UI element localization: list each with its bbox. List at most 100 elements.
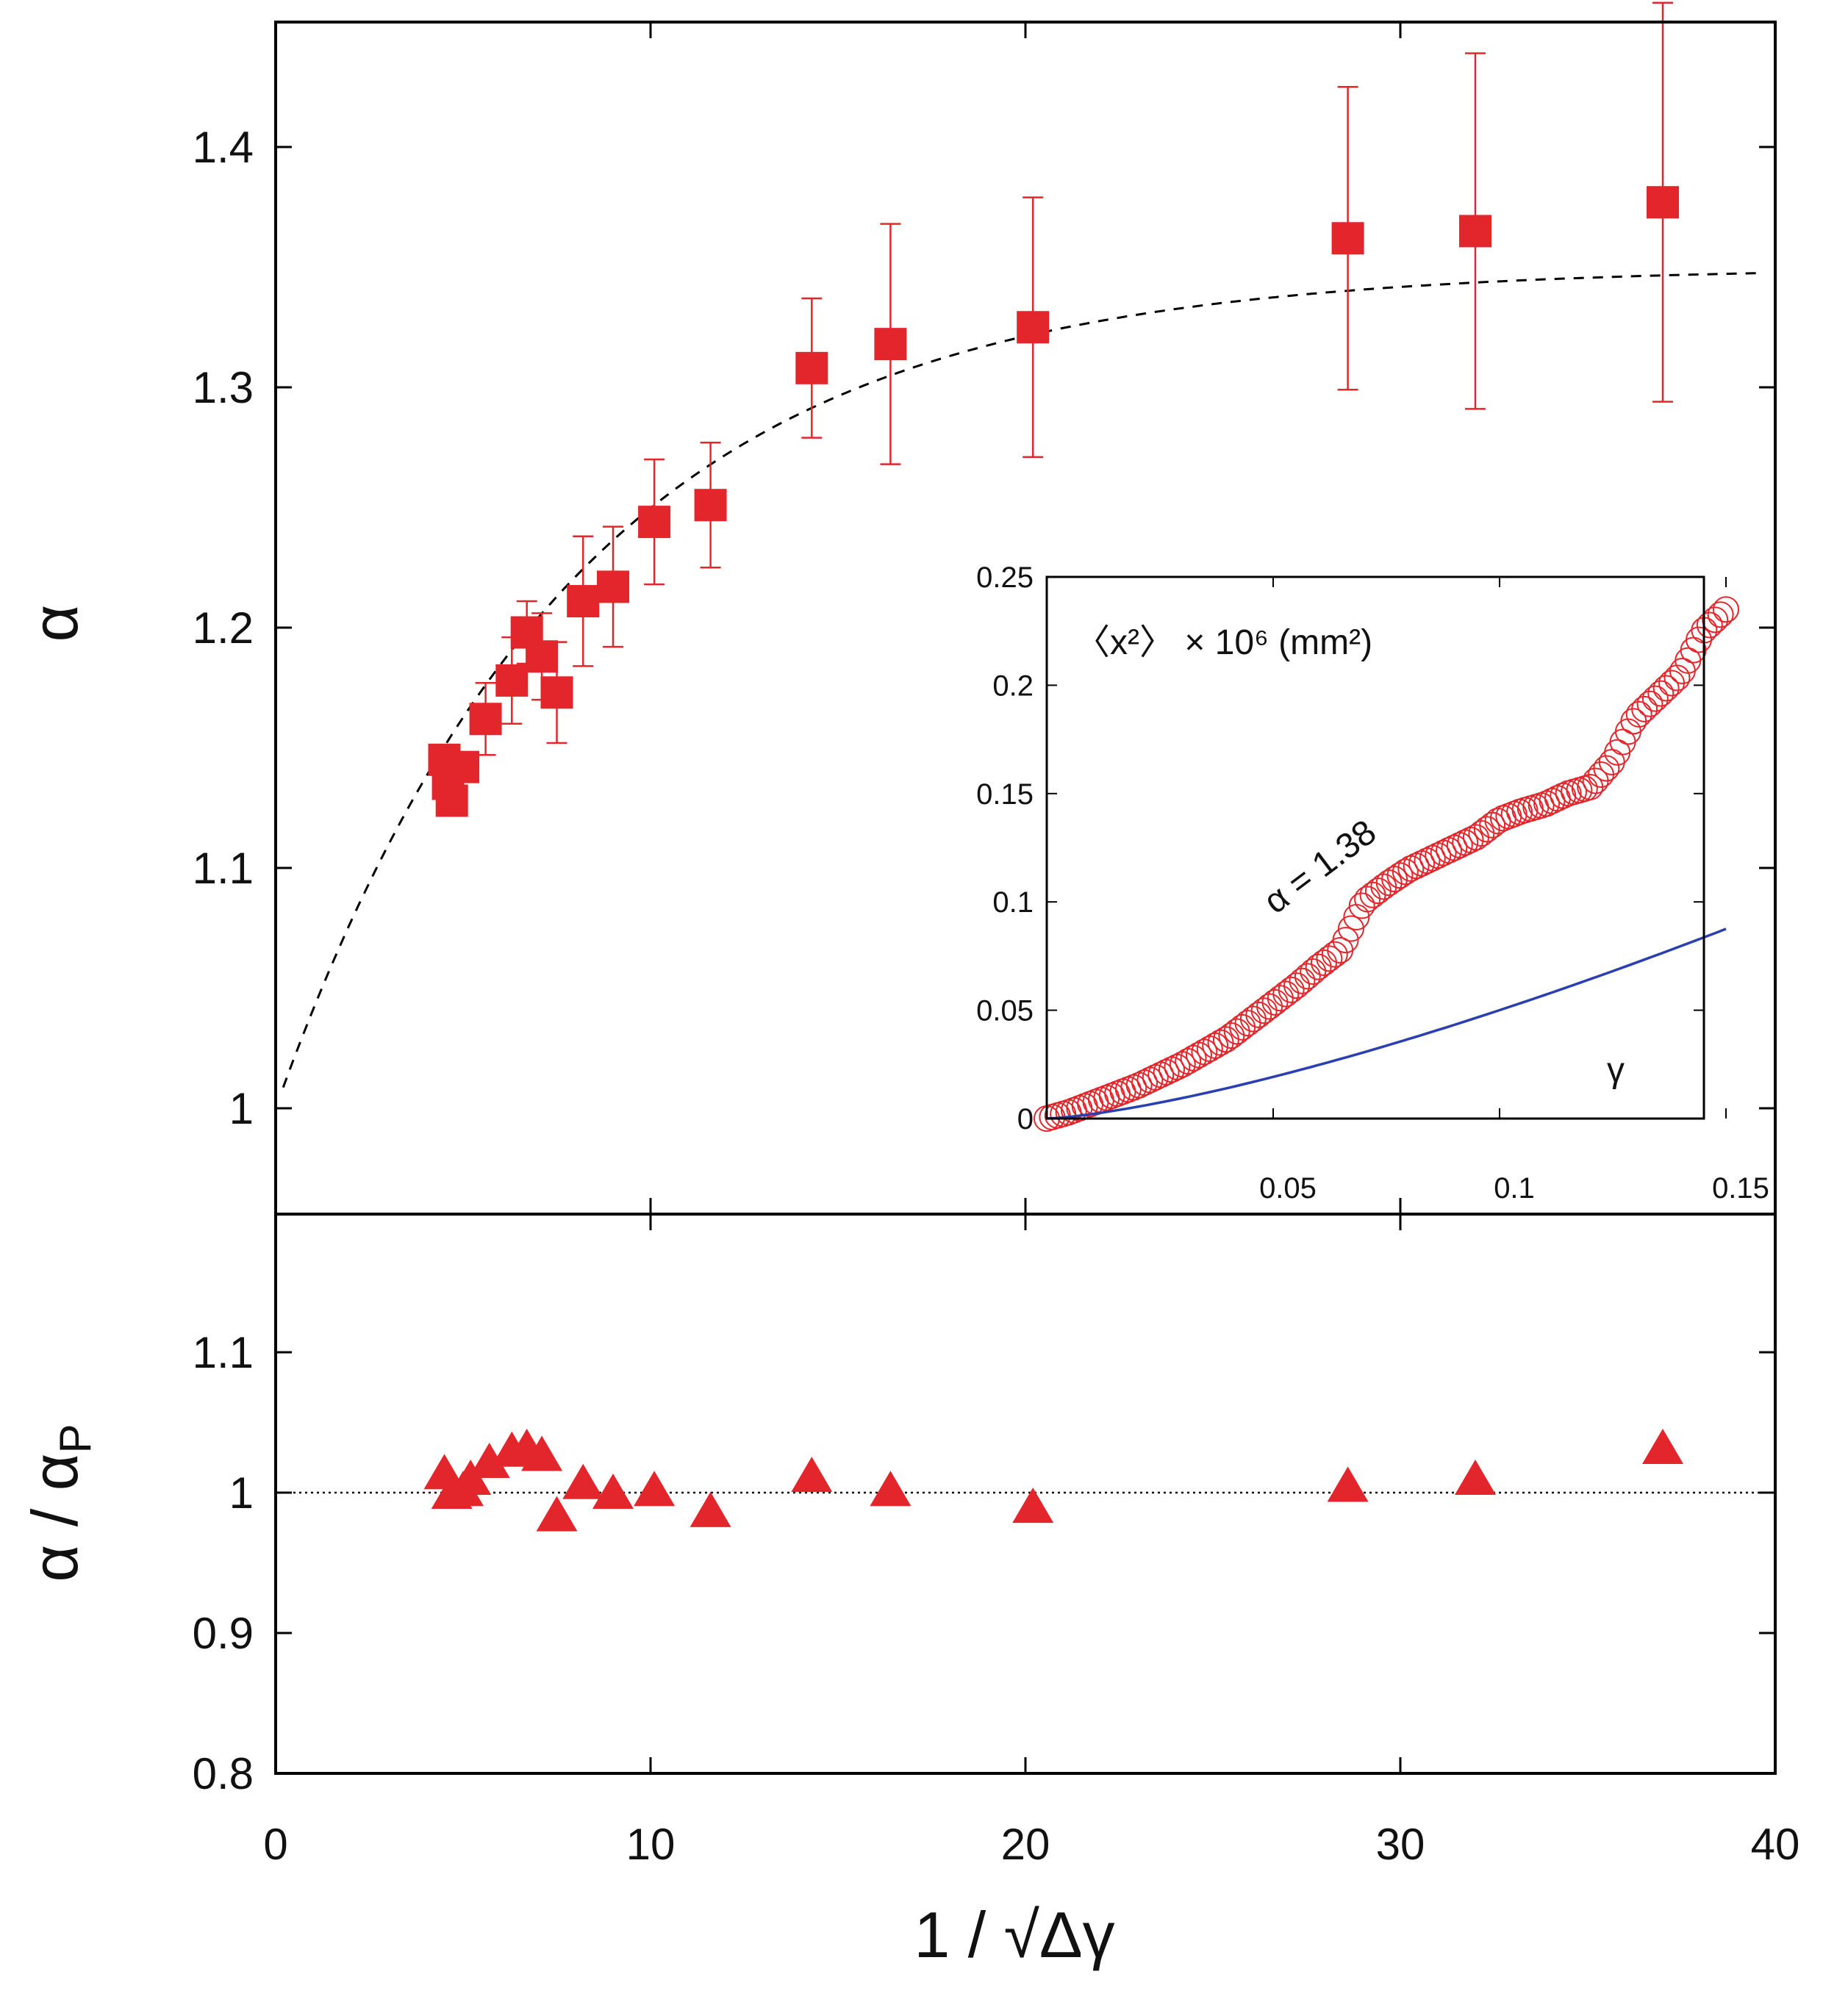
top-y-axis-title: α [18, 605, 91, 642]
bottom-y-axis-title-subscript: P [51, 1424, 100, 1453]
bottom-x-tick-labels: 0 10 20 30 40 [263, 1820, 1799, 1869]
inset-circle-point [1500, 800, 1528, 828]
inset-y-tick-label: 0.2 [992, 670, 1034, 702]
bottom-triangle-point [562, 1463, 604, 1499]
inset-circle-point [1114, 1076, 1142, 1103]
x-axis-title: 1 / √Δγ [914, 1898, 1114, 1971]
bottom-panel-frame [274, 1213, 1777, 1775]
bottom-triangle-point [870, 1471, 912, 1507]
inset-data-layer [1034, 596, 1739, 1132]
inset-circle-point [1316, 945, 1343, 972]
inset-circle-point [1652, 675, 1680, 702]
inset-fit-layer [1046, 927, 1727, 1120]
bottom-y-tick-label: 0.8 [193, 1749, 254, 1798]
inset-y-tick-label: 0.25 [976, 561, 1034, 594]
top-square-point [495, 664, 529, 697]
inset-circle-point [1337, 915, 1364, 942]
inset-circle-point [1294, 963, 1321, 990]
top-square-point [526, 640, 559, 673]
bottom-y-tick-labels: 0.8 0.9 1 1.1 [193, 1328, 254, 1798]
bottom-y-tick-label: 1.1 [193, 1328, 254, 1377]
top-square-point [1331, 222, 1364, 255]
inset-y-tick-label: 0 [1017, 1103, 1034, 1135]
top-square-point [597, 570, 629, 603]
top-square-point [638, 506, 671, 539]
top-y-tick-label: 1.2 [193, 603, 254, 653]
inset-x-label: γ [1607, 1051, 1625, 1090]
inset-circle-point [1289, 967, 1316, 994]
top-y-tick-label: 1 [229, 1084, 254, 1133]
inset-y-tick-label: 0.05 [976, 995, 1034, 1027]
bottom-triangle-point [468, 1443, 510, 1479]
inset-circle-point [1702, 606, 1729, 634]
inset-circle-point [1278, 976, 1305, 1003]
inset-circle-point [1120, 1074, 1147, 1101]
inset-circle-point [1321, 941, 1348, 968]
top-square-point [447, 750, 479, 783]
top-square-point [1647, 186, 1679, 219]
inset-circle-point [1696, 611, 1723, 639]
bottom-panel: 0.8 0.9 1 1.1 0 10 20 30 40 α / αP 1 / √Δγ [18, 1214, 1799, 1971]
inset-circle-point [1283, 972, 1311, 1000]
bottom-x-tick-label: 30 [1376, 1820, 1425, 1869]
inset-fit-curve [1046, 927, 1727, 1120]
inset-circle-point [1300, 958, 1327, 986]
bottom-y-axis-title: α / αP [18, 1424, 100, 1582]
inset-circle-point [1473, 816, 1500, 843]
top-y-tick-labels: 1 1.1 1.2 1.3 1.4 [193, 123, 254, 1133]
inset-circle-point [1713, 596, 1739, 623]
inset-y-label-text: 〈x²〉 × 10⁶ (mm²) [1075, 623, 1372, 662]
inset-circle-point [1625, 700, 1652, 728]
top-square-point [795, 351, 828, 384]
top-square-point [1017, 311, 1050, 344]
inset-background [1046, 577, 1704, 1121]
bottom-y-tick-label: 1 [229, 1468, 254, 1518]
bottom-triangle-point [1012, 1487, 1054, 1524]
inset-x-tick-label: 0.05 [1259, 1172, 1317, 1205]
inset-circle-point [1641, 685, 1669, 712]
inset-circle-point [1647, 680, 1675, 707]
top-square-point [874, 328, 907, 361]
bottom-triangle-point [690, 1491, 731, 1527]
inset-circle-point [1272, 980, 1300, 1008]
top-panel: 1 1.1 1.2 1.3 1.4 α [18, 1, 1777, 1214]
top-square-point [694, 489, 727, 522]
top-square-point [540, 676, 573, 709]
bottom-y-axis-title-main: α / α [18, 1453, 91, 1582]
inset-y-tick-label: 0.1 [992, 886, 1034, 919]
bottom-x-tick-label: 40 [1751, 1820, 1800, 1869]
top-y-tick-label: 1.4 [193, 123, 254, 172]
bottom-triangle-point [634, 1471, 676, 1507]
bottom-x-tick-label: 0 [263, 1820, 287, 1869]
top-square-point [435, 784, 468, 817]
bottom-triangle-point [521, 1435, 563, 1471]
top-data-layer [428, 1, 1679, 817]
top-y-tick-label: 1.1 [193, 844, 254, 893]
top-square-point [567, 585, 600, 618]
bottom-triangle-point [536, 1496, 578, 1532]
bottom-triangle-point [1455, 1459, 1496, 1495]
bottom-triangle-point [1327, 1466, 1369, 1502]
inset-panel: 0 0.05 0.1 0.15 0.2 0.25 0.05 0.1 0.15 〈x²〉 × 10… [976, 561, 1769, 1205]
bottom-triangle-point [592, 1474, 634, 1510]
inset-y-tick-label: 0.15 [976, 778, 1034, 811]
inset-circle-point [1631, 695, 1658, 722]
bottom-x-tick-label: 20 [1001, 1820, 1050, 1869]
bottom-data-layer [423, 1428, 1683, 1532]
inset-frame [1045, 575, 1705, 1120]
inset-x-tick-label: 0.1 [1494, 1172, 1535, 1205]
top-square-point [1459, 215, 1491, 248]
inset-circle-point [1332, 927, 1359, 954]
inset-circle-point [1348, 892, 1375, 919]
top-square-point [469, 703, 502, 736]
inset-circle-point [1593, 755, 1620, 782]
inset-circle-point [1636, 690, 1663, 717]
bottom-triangle-point [791, 1457, 833, 1493]
inset-tick-labels: 0 0.05 0.1 0.15 0.2 0.25 0.05 0.1 0.15 [976, 561, 1769, 1205]
top-y-tick-label: 1.3 [193, 363, 254, 412]
bottom-y-tick-label: 0.9 [193, 1609, 254, 1658]
bottom-triangle-point [1642, 1428, 1683, 1464]
bottom-x-tick-label: 10 [626, 1820, 676, 1869]
inset-circle-point [1550, 782, 1577, 809]
